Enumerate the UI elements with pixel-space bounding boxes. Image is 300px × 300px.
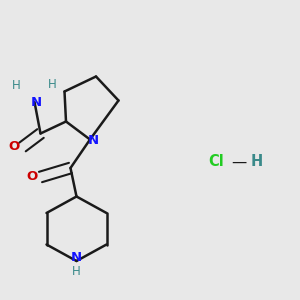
Text: N: N (30, 95, 42, 109)
Text: H: H (250, 154, 262, 169)
Text: O: O (8, 140, 20, 154)
Text: O: O (26, 170, 38, 184)
Text: N: N (71, 251, 82, 264)
Text: N: N (88, 134, 99, 148)
Text: H: H (48, 77, 57, 91)
Text: H: H (12, 79, 21, 92)
Text: —: — (231, 154, 246, 169)
Text: Cl: Cl (208, 154, 224, 169)
Text: H: H (72, 265, 81, 278)
